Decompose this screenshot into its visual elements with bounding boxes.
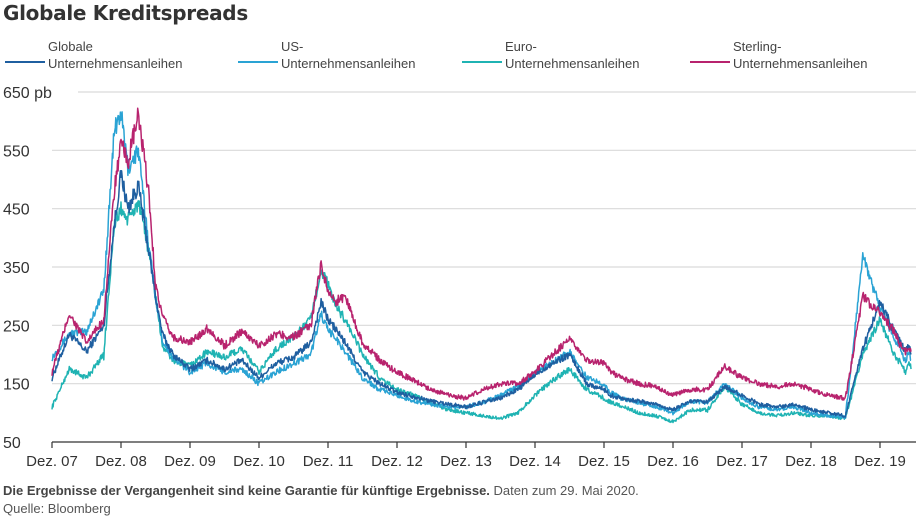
y-tick-label: 350 [3, 260, 30, 277]
legend-item-euro: Euro- Unternehmensanleihen [462, 38, 639, 72]
legend-swatch-euro [462, 61, 502, 63]
gridlines [52, 91, 916, 385]
legend-label-euro: Euro- Unternehmensanleihen [505, 39, 640, 71]
x-tick-label: Dez. 18 [785, 453, 837, 470]
series-lines [51, 107, 912, 424]
legend-swatch-sterling [690, 61, 730, 63]
x-tick-label: Dez. 12 [371, 453, 423, 470]
chart-title: Globale Kreditspreads [3, 1, 248, 25]
y-tick-label: 50 [3, 435, 21, 452]
x-tick-label: Dez. 15 [578, 453, 630, 470]
x-tick-label: Dez. 17 [716, 453, 768, 470]
y-tick-label: 650 pb [3, 85, 52, 102]
legend-item-global: Globale Unternehmensanleihen [5, 38, 182, 72]
y-tick-label: 250 [3, 318, 30, 335]
series-line-sterling [51, 107, 912, 401]
x-tick-label: Dez. 07 [26, 453, 78, 470]
footer-line-1: Die Ergebnisse der Vergangenheit sind ke… [3, 482, 639, 500]
series-line-us [51, 111, 912, 420]
legend-label-global: Globale Unternehmensanleihen [48, 39, 183, 71]
footer: Die Ergebnisse der Vergangenheit sind ke… [3, 482, 639, 518]
series-line-euro [51, 200, 912, 424]
x-tick-label: Dez. 08 [95, 453, 147, 470]
x-tick-label: Dez. 11 [303, 453, 354, 470]
x-tick-label: Dez. 16 [647, 453, 699, 470]
x-tick-label: Dez. 19 [854, 453, 906, 470]
legend-item-sterling: Sterling- Unternehmensanleihen [690, 38, 867, 72]
disclaimer: Die Ergebnisse der Vergangenheit sind ke… [3, 483, 490, 498]
legend-item-us: US- Unternehmensanleihen [238, 38, 415, 72]
source-note: Quelle: Bloomberg [3, 501, 111, 516]
date-note: Daten zum 29. Mai 2020. [493, 483, 639, 498]
legend-label-us: US- Unternehmensanleihen [281, 39, 416, 71]
y-tick-label: 450 [3, 202, 30, 219]
y-tick-label: 550 [3, 143, 30, 160]
y-tick-label: 150 [3, 377, 30, 394]
x-tick-label: Dez. 13 [440, 453, 492, 470]
legend-label-sterling: Sterling- Unternehmensanleihen [733, 39, 868, 71]
x-axis: Dez. 07 Dez. 08 Dez. 09 Dez. 10 Dez. 11 Dez. … [26, 441, 916, 470]
legend-swatch-us [238, 61, 278, 63]
x-tick-label: Dez. 09 [164, 453, 216, 470]
x-tick-label: Dez. 14 [509, 453, 561, 470]
series-line-global [51, 170, 912, 418]
x-tick-label: Dez. 10 [233, 453, 285, 470]
legend-swatch-global [5, 61, 45, 63]
y-axis-ticks: 50 150 250 350 450 550 650 pb [3, 85, 52, 452]
